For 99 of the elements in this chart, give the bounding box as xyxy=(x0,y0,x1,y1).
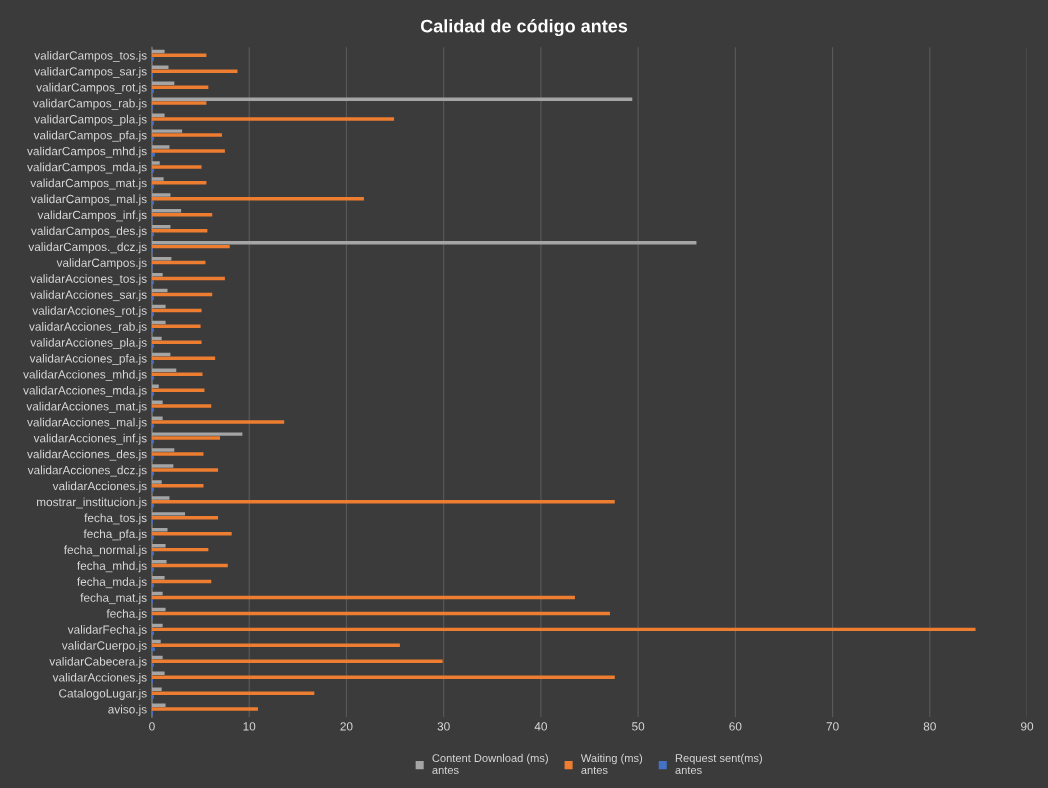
x-tick-label: 20 xyxy=(340,722,353,731)
y-tick-label: validarCampos_mda.js xyxy=(27,162,147,174)
x-tick-label: 0 xyxy=(149,722,155,731)
x-tick-label: 40 xyxy=(534,722,547,731)
bar xyxy=(151,452,204,456)
y-tick-label: validarCampos_des.js xyxy=(31,226,147,238)
bar xyxy=(151,225,171,229)
y-tick-label: validarAcciones_mhd.js xyxy=(23,369,147,381)
y-tick-label: fecha_pfa.js xyxy=(83,529,147,541)
x-tick-label: 90 xyxy=(1021,722,1034,731)
y-tick-label: fecha_mat.js xyxy=(80,593,147,605)
y-tick-label: validarAcciones_sar.js xyxy=(30,290,147,302)
bar xyxy=(151,691,315,695)
y-tick-label: validarAcciones_pfa.js xyxy=(29,353,147,365)
bar xyxy=(151,149,225,153)
bar xyxy=(151,528,168,532)
bar xyxy=(151,181,207,185)
y-tick-label: validarCampos_rab.js xyxy=(32,98,147,110)
bar xyxy=(151,647,155,651)
bar xyxy=(151,420,285,424)
bar xyxy=(151,448,175,452)
x-tick-label: 10 xyxy=(243,722,256,731)
y-tick-label: fecha.js xyxy=(106,609,147,621)
y-tick-label: validarAcciones_tos.js xyxy=(30,274,147,286)
bar xyxy=(151,544,166,548)
y-tick-label: validarCampos.js xyxy=(56,258,147,270)
y-tick-label: validarCampos_mhd.js xyxy=(27,146,147,158)
y-tick-label: validarAcciones.js xyxy=(52,672,147,684)
bar xyxy=(151,468,219,472)
x-tick-label: 30 xyxy=(437,722,450,731)
bar xyxy=(151,69,238,73)
bar xyxy=(151,400,163,404)
bar xyxy=(151,675,615,679)
bar xyxy=(151,161,160,165)
y-tick-label: fecha_mhd.js xyxy=(77,561,147,573)
y-tick-label: validarAcciones_mal.js xyxy=(27,417,147,429)
legend-label: Request sent(ms) antes xyxy=(675,753,762,774)
bar xyxy=(151,484,204,488)
y-tick-label: validarCabecera.js xyxy=(49,656,147,668)
bar xyxy=(151,197,364,201)
bar xyxy=(151,113,165,117)
y-tick-label: validarAcciones.js xyxy=(52,481,147,493)
y-tick-label: fecha_mda.js xyxy=(77,577,147,589)
bar xyxy=(151,432,243,436)
y-tick-label: validarCampos_sar.js xyxy=(34,66,147,78)
bar xyxy=(151,496,170,500)
y-tick-label: CatalogoLugar.js xyxy=(59,688,147,700)
x-tick-label: 50 xyxy=(632,722,645,731)
bar xyxy=(151,512,186,516)
bar xyxy=(151,177,164,181)
y-tick-label: fecha_normal.js xyxy=(63,545,147,557)
bar xyxy=(151,193,171,197)
bar xyxy=(151,404,212,408)
x-tick-label: 80 xyxy=(923,722,936,731)
y-tick-label: validarAcciones_dcz.js xyxy=(27,465,147,477)
chart-title: Calidad de código antes xyxy=(420,19,628,37)
bar xyxy=(151,480,162,484)
y-tick-label: validarCuerpo.js xyxy=(61,641,147,653)
bar xyxy=(151,133,222,137)
bar xyxy=(151,209,182,213)
bar xyxy=(151,85,209,89)
y-tick-label: validarAcciones_inf.js xyxy=(33,433,147,445)
y-tick-label: validarCampos_pfa.js xyxy=(33,130,147,142)
bar xyxy=(151,436,221,440)
bar xyxy=(151,117,395,121)
x-tick-label: 60 xyxy=(729,722,742,731)
y-tick-label: validarCampos._dcz.js xyxy=(28,242,147,254)
bar xyxy=(151,153,155,157)
legend-label: Waiting (ms) antes xyxy=(580,753,643,774)
bar xyxy=(151,372,203,376)
y-tick-label: aviso.js xyxy=(108,704,147,716)
bar xyxy=(151,464,174,468)
bar xyxy=(151,416,163,420)
y-tick-label: fecha_tos.js xyxy=(84,513,147,525)
bar xyxy=(151,129,183,133)
y-tick-label: validarCampos_mat.js xyxy=(30,178,147,190)
bar xyxy=(151,500,615,504)
y-tick-label: mostrar_institucion.js xyxy=(37,497,147,509)
y-tick-label: validarCampos_rot.js xyxy=(36,82,147,94)
y-tick-label: validarCampos_tos.js xyxy=(34,50,147,62)
y-tick-label: validarCampos_mal.js xyxy=(31,194,147,206)
y-tick-label: validarAcciones_mda.js xyxy=(23,385,147,397)
x-tick-label: 70 xyxy=(826,722,839,731)
bar xyxy=(151,145,170,149)
bar xyxy=(151,639,161,644)
y-tick-label: validarAcciones_des.js xyxy=(27,449,147,461)
y-tick-label: validarAcciones_mat.js xyxy=(26,401,147,413)
bar xyxy=(151,165,202,169)
bar xyxy=(151,707,258,711)
y-tick-label: validarAcciones_rab.js xyxy=(29,322,147,334)
y-tick-label: validarCampos_inf.js xyxy=(37,210,147,222)
y-tick-label: validarFecha.js xyxy=(67,625,147,637)
legend-label: Content Download (ms) antes xyxy=(432,753,548,774)
y-tick-label: validarCampos_pla.js xyxy=(34,114,147,126)
bar xyxy=(151,97,633,101)
bar xyxy=(151,101,207,105)
bar xyxy=(151,388,205,392)
y-tick-label: validarAcciones_pla.js xyxy=(30,338,147,350)
y-tick-label: validarAcciones_rot.js xyxy=(32,306,147,318)
